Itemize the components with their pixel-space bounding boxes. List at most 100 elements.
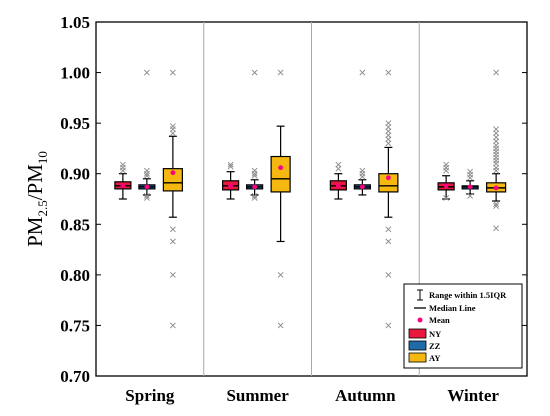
outlier-marker <box>169 69 176 76</box>
outlier-stroke <box>493 69 500 76</box>
outlier-marker <box>143 172 150 179</box>
legend-mean-icon <box>417 317 423 323</box>
outlier-stroke <box>143 69 150 76</box>
outlier-stroke <box>277 322 284 329</box>
outlier-stroke <box>251 195 258 201</box>
outlier-stroke <box>251 167 258 174</box>
outlier-marker <box>277 69 284 76</box>
y-tick-label: 0.75 <box>60 316 90 335</box>
mean-marker <box>228 183 234 189</box>
outlier-marker <box>143 69 150 76</box>
outlier-marker <box>119 161 126 168</box>
outlier-stroke <box>385 271 392 278</box>
outlier-marker <box>467 193 474 199</box>
legend-series: NY ZZ AY <box>408 328 441 363</box>
y-axis-label: PM2.5/PM10 <box>23 151 50 247</box>
y-label-mid: /PM <box>23 164 47 201</box>
mean-marker <box>335 183 341 189</box>
outlier-stroke <box>493 201 500 207</box>
box-iqr <box>270 155 291 193</box>
mean-marker <box>467 184 473 190</box>
box-ny-spring <box>114 161 132 200</box>
outlier-stroke <box>169 226 176 233</box>
outlier-marker <box>493 201 500 207</box>
outlier-stroke <box>443 195 450 201</box>
legend-label-zz: ZZ <box>429 341 441 351</box>
y-tick-label: 0.80 <box>60 266 90 285</box>
outlier-stroke <box>143 195 150 201</box>
legend-median-label: Median Line <box>429 303 476 313</box>
legend-swatch-ay <box>408 352 427 363</box>
outlier-stroke <box>143 167 150 174</box>
legend-label-ny: NY <box>429 329 441 339</box>
outlier-stroke <box>227 161 234 168</box>
x-tick-label: Spring <box>125 386 175 405</box>
box-iqr <box>162 168 183 192</box>
outlier-marker <box>169 271 176 278</box>
outlier-stroke <box>443 161 450 168</box>
outlier-marker <box>169 123 176 130</box>
outlier-marker <box>143 195 150 201</box>
outlier-stroke <box>385 69 392 76</box>
mean-marker <box>385 175 391 181</box>
legend-swatch-zz <box>408 340 427 351</box>
box-zz-spring <box>138 69 156 201</box>
legend-mean-label: Mean <box>429 315 450 325</box>
outlier-stroke <box>385 322 392 329</box>
box-zz-winter <box>461 168 479 199</box>
legend-range-label: Range within 1.5IQR <box>429 290 507 300</box>
outlier-stroke <box>277 271 284 278</box>
outlier-marker <box>443 195 450 201</box>
outlier-marker <box>169 322 176 329</box>
outlier-marker <box>385 322 392 329</box>
outlier-stroke <box>385 226 392 233</box>
outlier-marker <box>493 126 500 133</box>
y-tick-label: 1.05 <box>60 13 90 32</box>
outlier-stroke <box>385 120 392 127</box>
outlier-marker <box>385 69 392 76</box>
outlier-marker <box>385 226 392 233</box>
outlier-stroke <box>335 161 342 168</box>
y-tick-label: 0.90 <box>60 165 90 184</box>
y-label-base: PM <box>23 216 47 247</box>
mean-marker <box>170 170 176 176</box>
outlier-marker <box>169 238 176 245</box>
outlier-stroke <box>467 168 474 175</box>
outlier-stroke <box>169 271 176 278</box>
outlier-stroke <box>251 193 258 199</box>
outlier-marker <box>227 161 234 168</box>
legend: Range within 1.5IQR Median Line Mean NY Z… <box>403 283 523 369</box>
outlier-marker <box>443 161 450 168</box>
mean-marker <box>443 183 449 189</box>
legend-range-icon <box>417 289 423 301</box>
outlier-marker <box>169 226 176 233</box>
mean-marker <box>278 165 284 171</box>
outlier-stroke <box>227 163 234 170</box>
y-label-sub1: 2.5 <box>35 200 50 216</box>
outlier-stroke <box>493 126 500 133</box>
outlier-stroke <box>251 69 258 76</box>
outlier-stroke <box>169 322 176 329</box>
y-tick-label: 0.70 <box>60 367 90 386</box>
mean-marker <box>144 184 150 190</box>
outlier-marker <box>467 168 474 175</box>
y-tick-label: 0.85 <box>60 215 90 234</box>
outlier-marker <box>251 193 258 199</box>
outlier-marker <box>385 271 392 278</box>
outlier-marker <box>251 69 258 76</box>
outlier-stroke <box>169 123 176 130</box>
box-ny-summer <box>222 161 240 200</box>
outlier-marker <box>359 167 366 174</box>
outlier-stroke <box>169 238 176 245</box>
outlier-marker <box>359 69 366 76</box>
outlier-stroke <box>385 238 392 245</box>
outlier-stroke <box>277 69 284 76</box>
outlier-stroke <box>169 69 176 76</box>
x-tick-label: Summer <box>226 386 289 405</box>
y-tick-label: 0.95 <box>60 114 90 133</box>
outlier-marker <box>251 172 258 179</box>
y-label-sub2: 10 <box>35 151 50 164</box>
outlier-stroke <box>251 172 258 179</box>
outlier-marker <box>335 161 342 168</box>
